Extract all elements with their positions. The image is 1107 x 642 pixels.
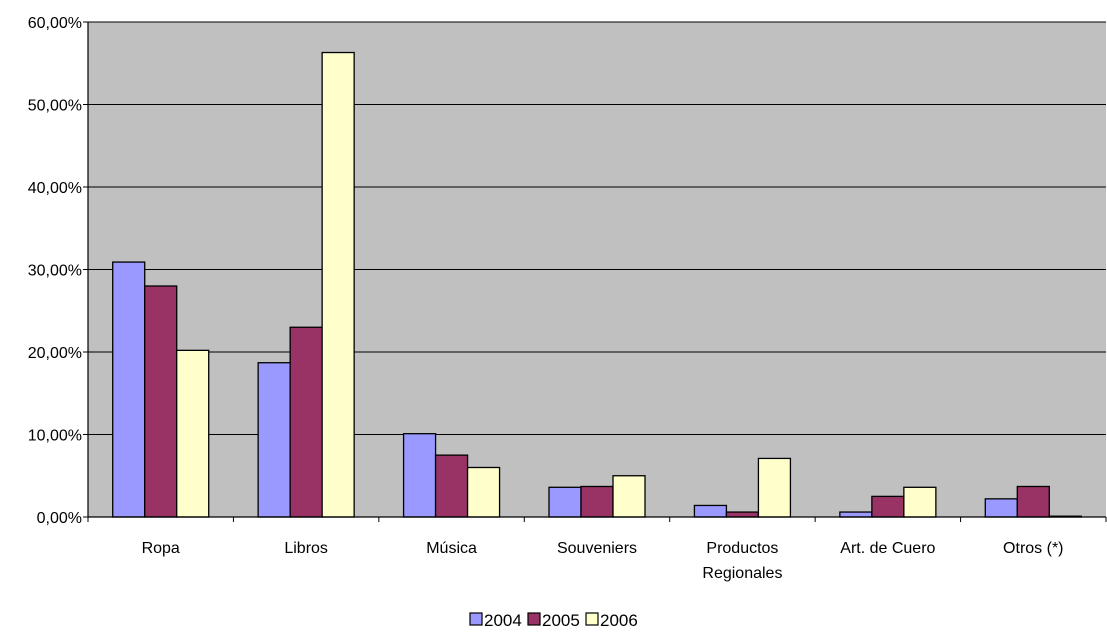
y-tick-label: 10,00% — [28, 428, 82, 445]
bar-2005 — [144, 285, 178, 518]
x-category-label: Ropa — [142, 540, 180, 557]
y-tick-label: 0,00% — [37, 510, 82, 527]
bar-2004 — [257, 362, 291, 518]
legend-swatch-2005 — [527, 612, 541, 626]
x-category-label: Souveniers — [557, 540, 637, 557]
bar-2006 — [612, 475, 646, 518]
y-tick-label: 50,00% — [28, 98, 82, 115]
bar-2006 — [757, 457, 792, 518]
bar-2006 — [466, 466, 501, 518]
bar-2005 — [1016, 485, 1050, 518]
y-tick-label: 60,00% — [28, 15, 82, 32]
bar-2004 — [112, 261, 146, 518]
legend-label: 2004 — [484, 611, 522, 630]
bars — [112, 51, 1082, 518]
bar-2006 — [321, 51, 355, 518]
bar-2005 — [580, 485, 614, 518]
x-category-label: Regionales — [702, 565, 782, 582]
legend: 2004 2005 2006 — [469, 611, 638, 630]
bar-2004 — [839, 511, 873, 518]
bar-2004 — [693, 504, 728, 518]
bar-2006 — [903, 486, 937, 518]
bar-2004 — [984, 498, 1018, 518]
x-category-label: Música — [426, 540, 477, 557]
x-category-label: Libros — [284, 540, 328, 557]
y-tick-label: 40,00% — [28, 180, 82, 197]
bar-2004 — [402, 433, 437, 518]
x-category-label: Art. de Cuero — [840, 540, 935, 557]
x-category-label: Otros (*) — [1003, 540, 1063, 557]
x-category-labels: Ropa Libros Música Souveniers Productos Regio… — [142, 540, 1064, 582]
x-category-label: Productos — [706, 540, 778, 557]
legend-swatch-2004 — [469, 612, 483, 626]
y-tick-label: 20,00% — [28, 345, 82, 362]
bar-2005 — [725, 511, 760, 518]
legend-label: 2005 — [542, 611, 580, 630]
y-tick-labels: 0,00% 10,00% 20,00% 30,00% 40,00% 50,00% 60,00… — [28, 15, 88, 527]
legend-label: 2006 — [600, 611, 638, 630]
bar-2006 — [176, 349, 210, 518]
bar-2005 — [871, 495, 905, 518]
bar-2005 — [289, 326, 323, 518]
y-tick-label: 30,00% — [28, 263, 82, 280]
bar-2005 — [434, 454, 469, 518]
legend-swatch-2006 — [585, 612, 599, 626]
bar-2004 — [548, 486, 582, 518]
